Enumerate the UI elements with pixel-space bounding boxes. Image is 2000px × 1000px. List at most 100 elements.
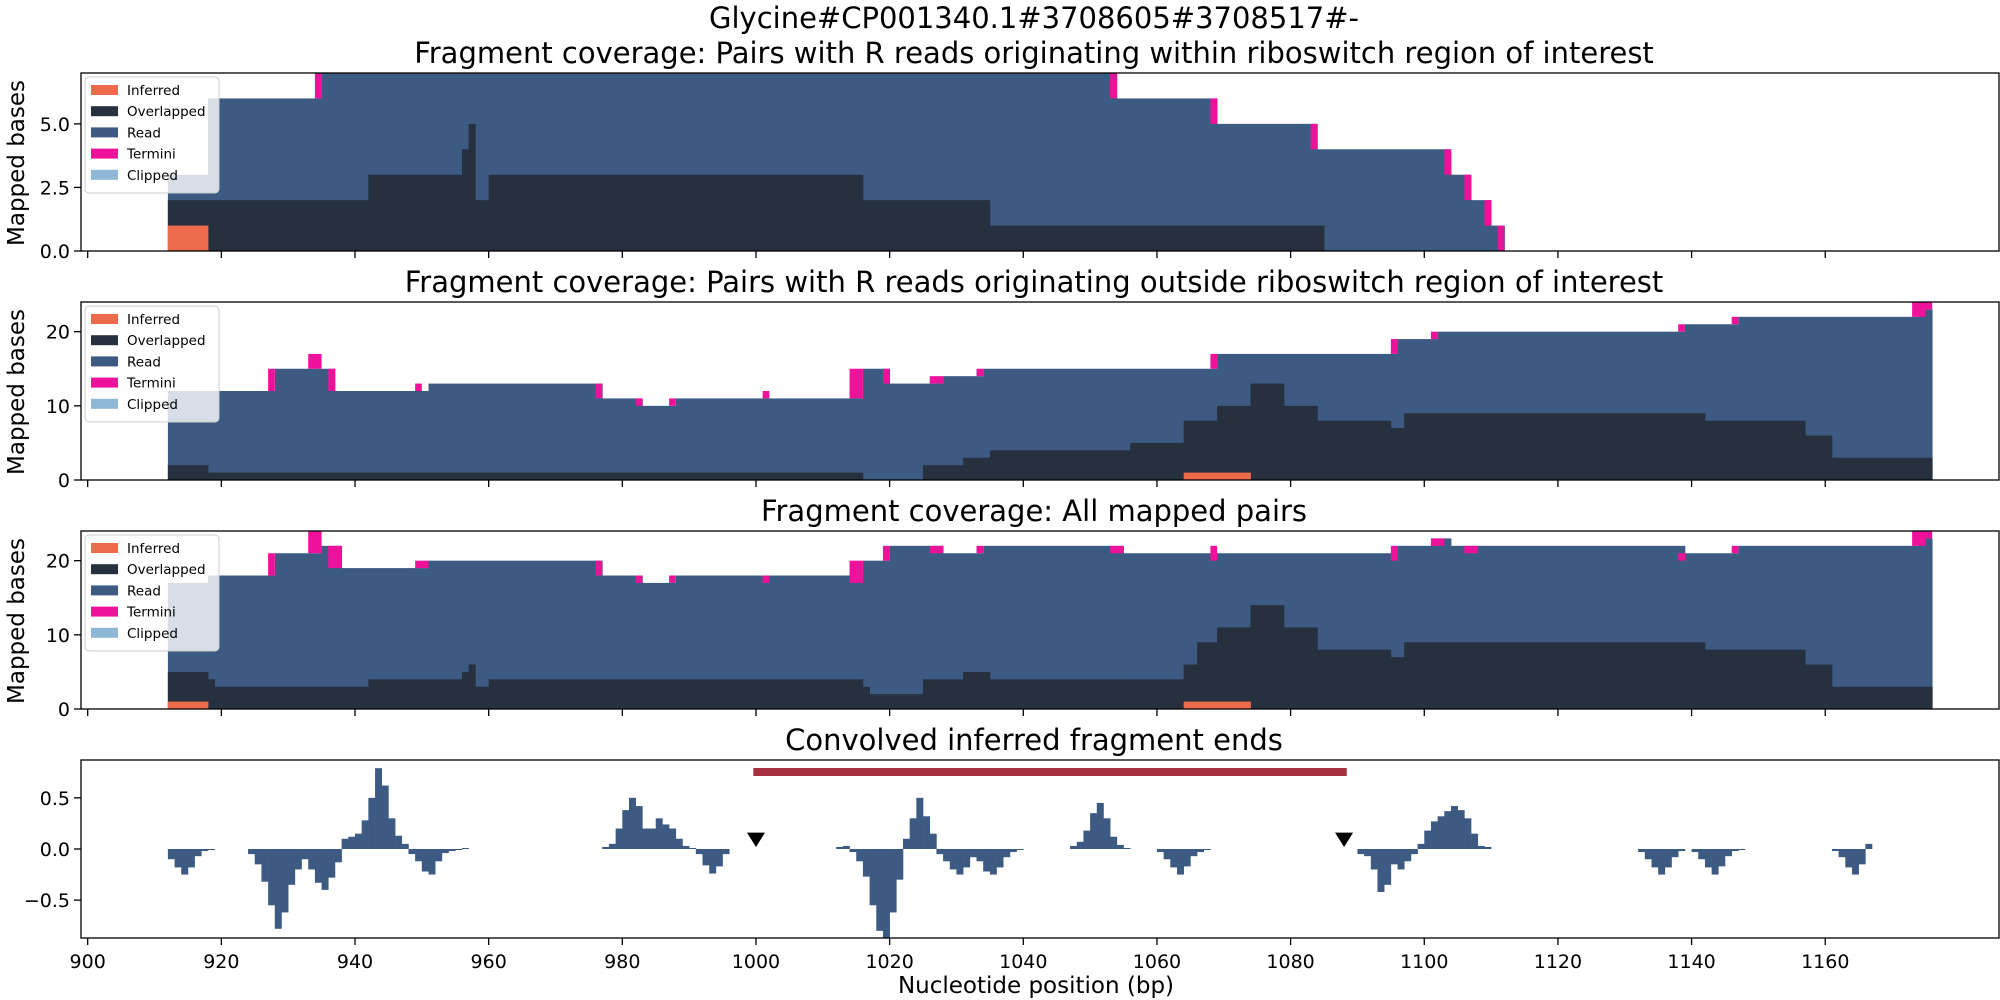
legend-label: Overlapped <box>127 562 206 578</box>
overlapped-coverage <box>468 123 476 251</box>
convolved-bar <box>254 849 262 865</box>
termini-mark <box>1110 545 1124 554</box>
y-tick-label: 20 <box>46 551 70 573</box>
legend-label: Inferred <box>127 83 180 99</box>
convolved-bar <box>1865 843 1873 849</box>
convolved-bar <box>1671 849 1679 858</box>
read-coverage <box>334 391 429 480</box>
convolved-bar <box>889 849 897 913</box>
convolved-bar <box>1397 849 1405 870</box>
convolved-bar <box>709 849 717 874</box>
convolved-bar <box>1704 849 1712 868</box>
convolved-bar <box>842 845 850 849</box>
convolved-bar <box>882 849 890 938</box>
legend-label: Termini <box>126 605 176 621</box>
convolved-bar <box>294 849 302 870</box>
overlapped-coverage <box>862 686 870 709</box>
legend-box <box>84 305 220 423</box>
convolved-bar <box>288 849 296 885</box>
legend-box <box>84 76 220 194</box>
x-tick-label: 980 <box>604 951 640 973</box>
legend-swatch <box>91 606 118 617</box>
convolved-bar <box>1838 849 1846 858</box>
fragment-end-marker <box>746 832 765 847</box>
termini-mark <box>415 383 422 391</box>
legend-label: Inferred <box>127 541 180 557</box>
read-coverage <box>862 560 891 709</box>
convolved-bar <box>194 849 202 857</box>
convolved-bar <box>1845 849 1853 868</box>
termini-mark <box>1110 73 1117 99</box>
convolved-bar <box>248 849 256 855</box>
panel-ylabel: Mapped bases <box>4 538 30 704</box>
panel-frame <box>80 530 2000 710</box>
overlapped-coverage <box>207 200 329 251</box>
convolved-bar <box>1177 849 1184 875</box>
overlapped-coverage <box>862 200 991 251</box>
legend-label: Read <box>127 354 161 370</box>
convolved-bar <box>281 849 289 913</box>
legend-label: Overlapped <box>127 333 206 349</box>
overlapped-coverage <box>368 174 463 251</box>
x-tick-label: 940 <box>337 951 373 973</box>
convolved-bar <box>421 849 429 872</box>
convolved-bar <box>1364 849 1372 857</box>
termini-mark <box>268 368 275 391</box>
convolved-bar <box>321 849 329 890</box>
termini-mark <box>1925 531 1933 539</box>
coverage-panel-within: Fragment coverage: Pairs with R reads or… <box>4 36 2000 263</box>
read-coverage <box>889 383 944 480</box>
convolved-bar <box>936 849 944 855</box>
convolved-bar <box>909 818 917 849</box>
legend-swatch <box>91 585 118 596</box>
y-tick-label: 0 <box>58 470 70 492</box>
termini-mark <box>308 353 322 369</box>
convolved-bar <box>274 849 282 929</box>
overlapped-coverage <box>468 664 476 709</box>
overlapped-coverage <box>1805 435 1833 480</box>
x-tick-label: 1040 <box>999 951 1047 973</box>
read-coverage <box>642 405 677 480</box>
read-coverage <box>769 398 864 480</box>
overlapped-coverage <box>1250 605 1285 709</box>
termini-mark <box>1484 200 1492 226</box>
termini-mark <box>1731 316 1739 325</box>
convolved-bar <box>1644 849 1652 860</box>
plot-area <box>167 531 1933 709</box>
coverage-panel-outside: Fragment coverage: Pairs with R reads or… <box>4 265 2000 492</box>
convolved-bar <box>1430 821 1438 849</box>
termini-mark <box>1444 149 1451 175</box>
y-tick-label: 2.5 <box>40 177 70 199</box>
read-coverage <box>1918 309 1933 480</box>
overlapped-coverage <box>1250 383 1285 480</box>
plot-area <box>167 768 1873 938</box>
fragment-end-marker <box>1335 832 1354 847</box>
convolved-bar <box>963 849 971 868</box>
convolved-bar <box>856 849 864 862</box>
convolved-bar <box>348 836 356 849</box>
termini-mark <box>1912 302 1926 317</box>
convolved-bar <box>862 849 870 877</box>
overlapped-coverage <box>488 679 864 709</box>
convolved-bar <box>167 849 175 860</box>
read-coverage <box>321 545 343 709</box>
convolved-bar <box>1370 849 1378 870</box>
overlapped-coverage <box>1183 420 1218 480</box>
overlapped-coverage <box>963 671 991 709</box>
convolved-bar <box>1163 849 1171 860</box>
y-tick-label: −0.5 <box>24 890 70 912</box>
overlapped-coverage <box>1390 428 1405 480</box>
convolved-bar <box>341 838 349 849</box>
termini-mark <box>314 73 322 99</box>
figure-suptitle: Glycine#CP001340.1#3708605#3708517#- <box>709 1 1359 35</box>
legend-swatch <box>91 85 118 95</box>
termini-mark <box>929 545 944 554</box>
convolved-bar <box>836 846 844 849</box>
convolved-bar <box>1417 843 1425 849</box>
convolved-bar <box>943 849 951 862</box>
termini-mark <box>976 545 984 554</box>
convolved-bar <box>1197 849 1205 853</box>
convolved-bar <box>1123 847 1131 849</box>
convolved-bar <box>602 846 610 849</box>
convolved-bar <box>949 849 957 870</box>
